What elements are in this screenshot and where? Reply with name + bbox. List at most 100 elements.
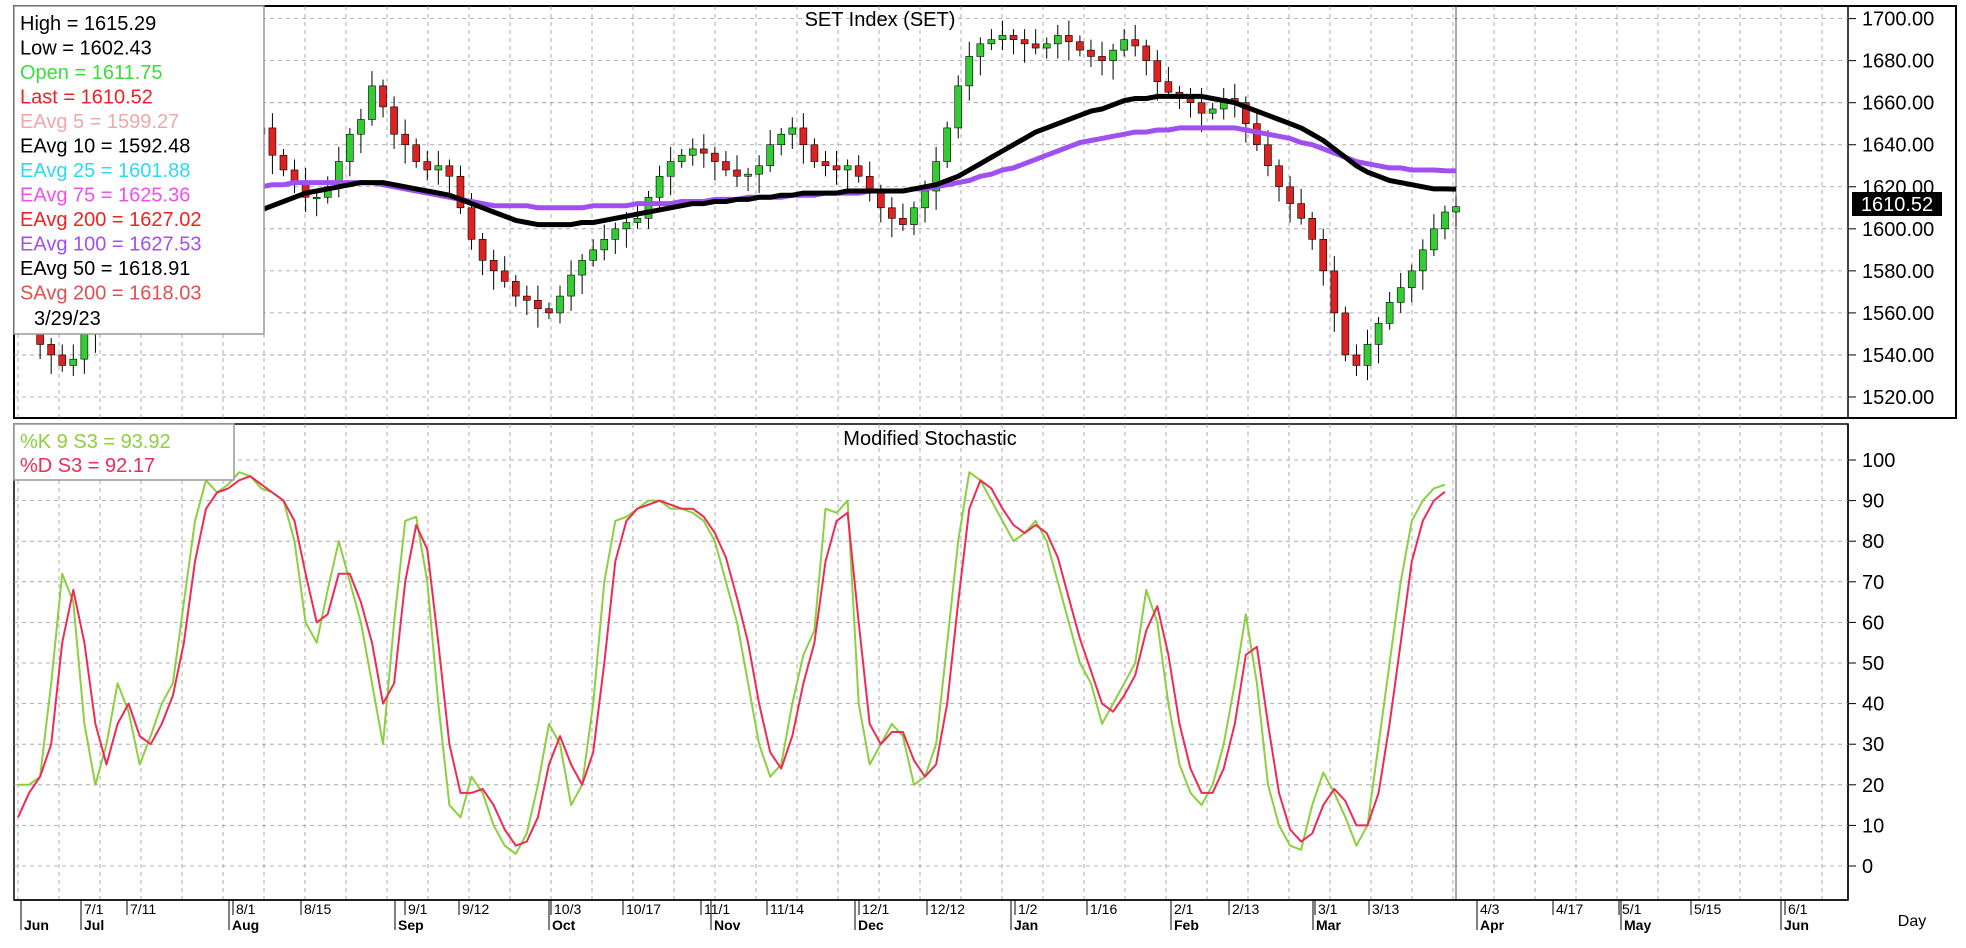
legend-entry: EAvg 10 = 1592.48: [20, 136, 190, 158]
candle-body: [655, 175, 664, 198]
candle-body: [434, 165, 443, 171]
stochastic-legend-entry: %D S3 = 92.17: [20, 455, 155, 477]
x-minor-tick-label: 10/17: [626, 901, 661, 917]
candle-body: [58, 354, 67, 366]
candle-body: [1275, 165, 1283, 188]
candle-body: [80, 333, 89, 360]
candle-body: [943, 127, 951, 162]
candle-body: [821, 161, 830, 167]
candle-body: [1374, 323, 1383, 345]
x-minor-tick-label: 3/1: [1318, 901, 1338, 917]
legend-entry: EAvg 200 = 1627.02: [20, 209, 201, 231]
candle-body: [1098, 56, 1106, 61]
candle-body: [843, 165, 852, 171]
x-minor-tick-label: 12/12: [930, 901, 965, 917]
candle-body: [567, 274, 575, 297]
candle-body: [1363, 344, 1372, 366]
price-y-tick: 1600.00: [1862, 219, 1934, 241]
candle-body: [1264, 144, 1272, 167]
candle-body: [987, 39, 996, 45]
legend-date: 3/29/23: [34, 308, 101, 330]
candle-body: [755, 165, 763, 175]
candle-body: [467, 207, 476, 240]
legend-entry: EAvg 75 = 1625.36: [20, 185, 190, 207]
x-major-tick-label: Apr: [1480, 917, 1505, 933]
legend-entry: Last = 1610.52: [20, 87, 153, 109]
candle-body: [1385, 302, 1394, 324]
candle-body: [666, 161, 675, 177]
stoch-d-line: [17, 475, 1446, 847]
candle-body: [722, 161, 730, 171]
candle-body: [688, 148, 697, 156]
price-y-tick: 1640.00: [1862, 135, 1934, 157]
candle-body: [1341, 312, 1350, 356]
legend-entry: EAvg 25 = 1601.88: [20, 160, 190, 182]
candle-body: [1308, 218, 1316, 240]
candle-body: [1441, 211, 1449, 230]
x-major-tick-label: Jan: [1014, 917, 1038, 933]
candle-body: [998, 35, 1007, 40]
price-y-tick: 1660.00: [1862, 93, 1934, 115]
period-label: Day: [1898, 913, 1926, 930]
candle-body: [589, 249, 598, 261]
candle-body: [1109, 49, 1117, 61]
x-minor-tick-label: 7/11: [130, 901, 156, 917]
candle-body: [1242, 102, 1250, 125]
candle-body: [268, 127, 277, 156]
price-y-tick: 1540.00: [1862, 345, 1934, 367]
candle-body: [1020, 39, 1029, 45]
x-major-tick-label: Sep: [398, 917, 424, 933]
stochastic-y-tick: 70: [1862, 572, 1884, 594]
x-minor-tick-label: 9/1: [408, 901, 428, 917]
candle-body: [910, 207, 918, 225]
candle-body: [69, 358, 78, 366]
candle-body: [279, 154, 288, 171]
x-minor-tick-label: 8/1: [236, 901, 256, 917]
candle-body: [368, 85, 376, 120]
candle-body: [888, 207, 896, 219]
candle-body: [1009, 35, 1018, 40]
candle-body: [412, 144, 421, 162]
candle-body: [954, 85, 963, 129]
candle-body: [401, 133, 409, 146]
candle-body: [777, 133, 786, 146]
candle-body: [390, 106, 398, 135]
candle-body: [744, 173, 752, 177]
candle-body: [357, 119, 365, 135]
candle-body: [633, 218, 642, 223]
stochastic-legend-box: [13, 423, 235, 481]
stochastic-y-tick: 20: [1862, 775, 1884, 797]
legend-entry: Open = 1611.75: [20, 62, 163, 84]
candle-body: [1186, 98, 1195, 103]
price-legend-box: [13, 5, 265, 335]
stochastic-y-tick: 30: [1862, 734, 1884, 756]
candle-body: [932, 161, 940, 192]
candle-body: [423, 161, 432, 171]
price-y-tick: 1560.00: [1862, 303, 1934, 325]
x-minor-tick-label: 2/13: [1232, 901, 1259, 917]
x-major-tick-label: Jun: [24, 917, 49, 933]
candle-body: [478, 239, 487, 261]
candle-body: [1120, 39, 1128, 51]
candle-body: [379, 85, 387, 108]
x-minor-tick-label: 1/2: [1018, 901, 1038, 917]
stochastic-y-tick: 10: [1862, 815, 1884, 837]
x-minor-tick-label: 10/3: [554, 901, 581, 917]
x-major-tick-label: Feb: [1174, 917, 1199, 933]
x-axis: 7/1 7/11 8/1 8/15 9/1 9/12 10/3 10/17 11/1 11/14 1…: [20, 900, 1809, 933]
candle-body: [876, 190, 885, 209]
price-y-axis: 1700.001680.001660.001640.001620.001600.…: [1848, 9, 1934, 409]
candle-body: [1419, 249, 1427, 272]
x-minor-tick-label: 4/17: [1556, 901, 1583, 917]
legend-entry: EAvg 100 = 1627.53: [20, 234, 201, 256]
last-price-marker: 1610.52: [1852, 192, 1942, 216]
candle-body: [1352, 354, 1361, 366]
candle-body: [1297, 203, 1305, 219]
stochastic-y-tick: 50: [1862, 653, 1884, 675]
candle-body: [976, 43, 985, 57]
price-panel-frame: [13, 5, 1957, 419]
x-minor-tick-label: 4/3: [1480, 901, 1500, 917]
stochastic-lines: [17, 471, 1446, 855]
x-minor-tick-label: 11/1: [704, 901, 730, 917]
